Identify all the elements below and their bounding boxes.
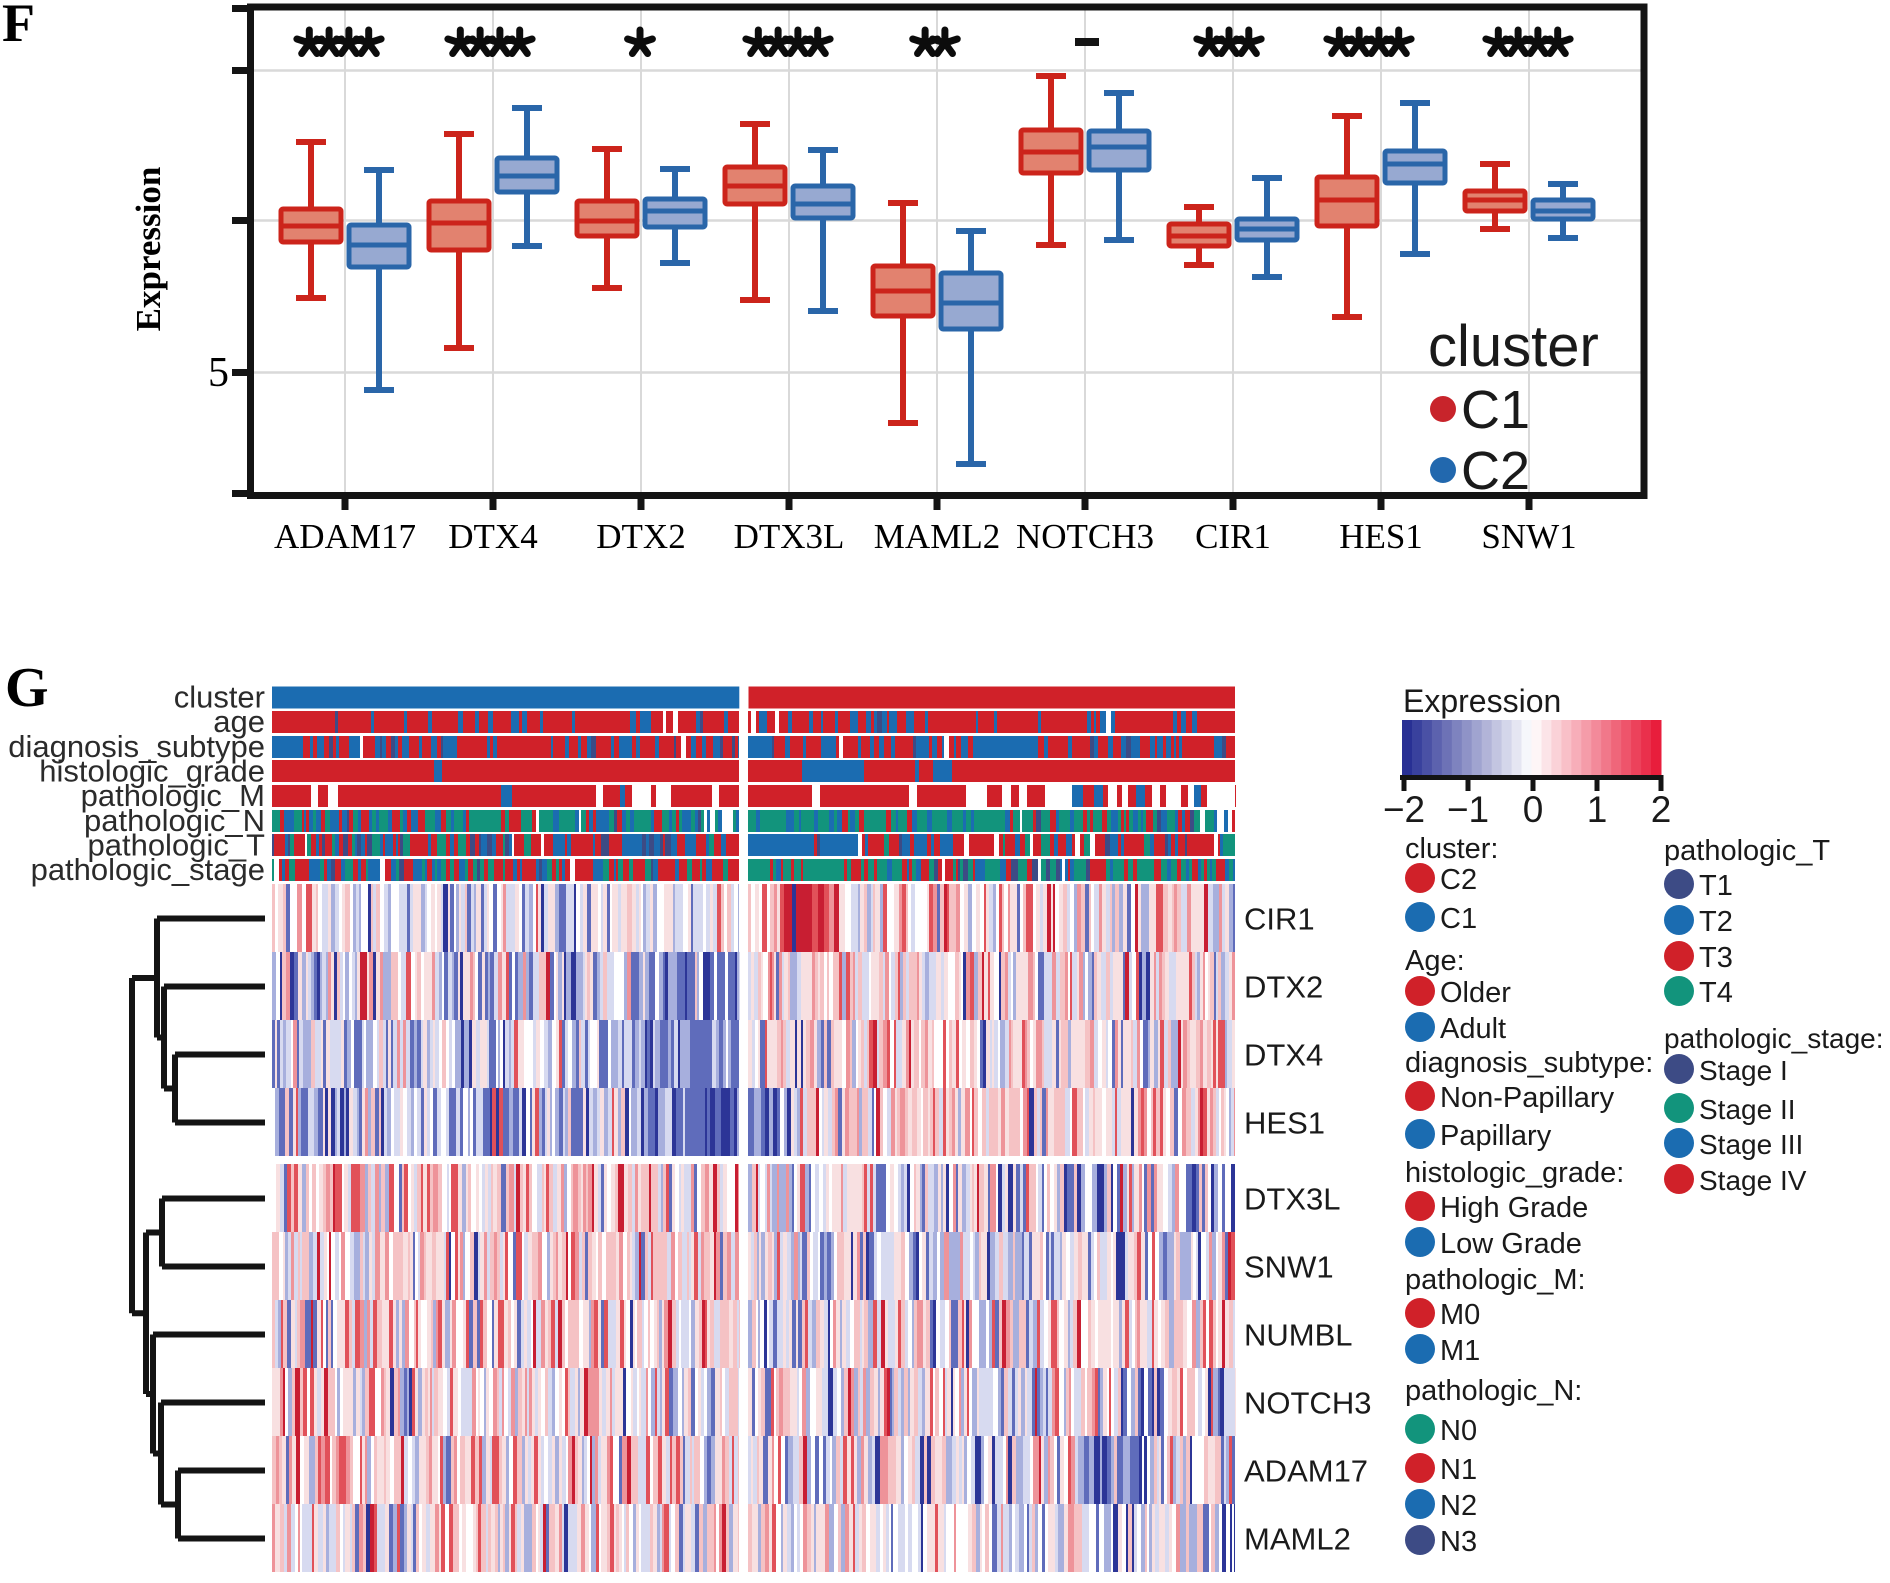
svg-text:histologic_grade: histologic_grade [39, 754, 265, 789]
svg-text:Non-Papillary: Non-Papillary [1440, 1082, 1615, 1114]
svg-text:NOTCH3: NOTCH3 [1016, 517, 1154, 556]
svg-text:age: age [213, 704, 265, 739]
svg-text:0: 0 [1523, 789, 1544, 830]
svg-text:C2: C2 [1440, 864, 1477, 896]
svg-text:NUMBL: NUMBL [1244, 1318, 1353, 1353]
svg-text:2: 2 [1651, 789, 1672, 830]
svg-text:T4: T4 [1699, 977, 1733, 1009]
svg-text:Papillary: Papillary [1440, 1120, 1552, 1152]
svg-text:C1: C1 [1440, 903, 1477, 935]
svg-text:High Grade: High Grade [1440, 1192, 1588, 1224]
svg-text:Expression: Expression [1403, 683, 1561, 719]
svg-text:HES1: HES1 [1339, 517, 1423, 556]
svg-text:M0: M0 [1440, 1299, 1480, 1331]
svg-text:DTX2: DTX2 [596, 517, 685, 556]
svg-text:pathologic_T: pathologic_T [1664, 835, 1830, 867]
svg-text:ADAM17: ADAM17 [1244, 1454, 1368, 1489]
svg-text:1: 1 [1587, 789, 1608, 830]
svg-text:pathologic_T: pathologic_T [87, 827, 265, 862]
svg-text:pathologic_M:: pathologic_M: [1405, 1264, 1586, 1296]
svg-text:diagnosis_subtype:: diagnosis_subtype: [1405, 1047, 1653, 1079]
svg-text:N3: N3 [1440, 1526, 1477, 1558]
svg-text:pathologic_M: pathologic_M [81, 778, 265, 813]
svg-text:ADAM17: ADAM17 [274, 517, 416, 556]
svg-text:DTX3L: DTX3L [1244, 1182, 1340, 1217]
svg-text:G: G [5, 657, 49, 719]
svg-text:MAML2: MAML2 [874, 517, 1000, 556]
svg-text:cluster: cluster [174, 680, 265, 715]
svg-text:DTX3L: DTX3L [734, 517, 845, 556]
svg-text:DTX2: DTX2 [1244, 970, 1323, 1005]
svg-text:Adult: Adult [1440, 1013, 1506, 1045]
svg-text:pathologic_stage: pathologic_stage [31, 852, 265, 887]
svg-text:C1: C1 [1461, 380, 1530, 440]
svg-text:pathologic_N: pathologic_N [84, 803, 265, 838]
svg-text:M1: M1 [1440, 1335, 1480, 1367]
svg-text:Stage II: Stage II [1699, 1094, 1796, 1125]
svg-text:N0: N0 [1440, 1415, 1477, 1447]
svg-text:MAML2: MAML2 [1244, 1522, 1351, 1557]
svg-text:T2: T2 [1699, 906, 1733, 938]
svg-text:C2: C2 [1461, 441, 1530, 501]
svg-text:F: F [2, 0, 35, 53]
svg-text:pathologic_stage:: pathologic_stage: [1664, 1023, 1884, 1054]
svg-text:T1: T1 [1699, 870, 1733, 902]
svg-text:CIR1: CIR1 [1244, 902, 1315, 937]
svg-text:Age:: Age: [1405, 945, 1465, 977]
svg-text:CIR1: CIR1 [1195, 517, 1271, 556]
svg-text:diagnosis_subtype: diagnosis_subtype [8, 729, 265, 764]
svg-text:Stage IV: Stage IV [1699, 1165, 1807, 1196]
svg-text:Low Grade: Low Grade [1440, 1228, 1582, 1260]
svg-text:Stage III: Stage III [1699, 1129, 1803, 1160]
svg-text:histologic_grade:: histologic_grade: [1405, 1157, 1624, 1189]
svg-text:Older: Older [1440, 977, 1511, 1009]
svg-text:N1: N1 [1440, 1454, 1477, 1486]
svg-text:DTX4: DTX4 [1244, 1038, 1323, 1073]
svg-text:T3: T3 [1699, 942, 1733, 974]
svg-text:cluster: cluster [1428, 314, 1599, 379]
svg-text:5: 5 [208, 350, 229, 396]
svg-text:−2: −2 [1383, 789, 1425, 830]
svg-text:NOTCH3: NOTCH3 [1244, 1386, 1371, 1421]
svg-text:cluster:: cluster: [1405, 833, 1498, 865]
svg-text:SNW1: SNW1 [1481, 517, 1576, 556]
svg-text:pathologic_N:: pathologic_N: [1405, 1375, 1582, 1407]
svg-text:Stage I: Stage I [1699, 1055, 1788, 1086]
svg-text:Expression: Expression [129, 167, 168, 332]
svg-text:SNW1: SNW1 [1244, 1250, 1334, 1285]
svg-text:HES1: HES1 [1244, 1106, 1325, 1141]
svg-text:N2: N2 [1440, 1490, 1477, 1522]
svg-text:−1: −1 [1447, 789, 1489, 830]
svg-text:DTX4: DTX4 [448, 517, 537, 556]
